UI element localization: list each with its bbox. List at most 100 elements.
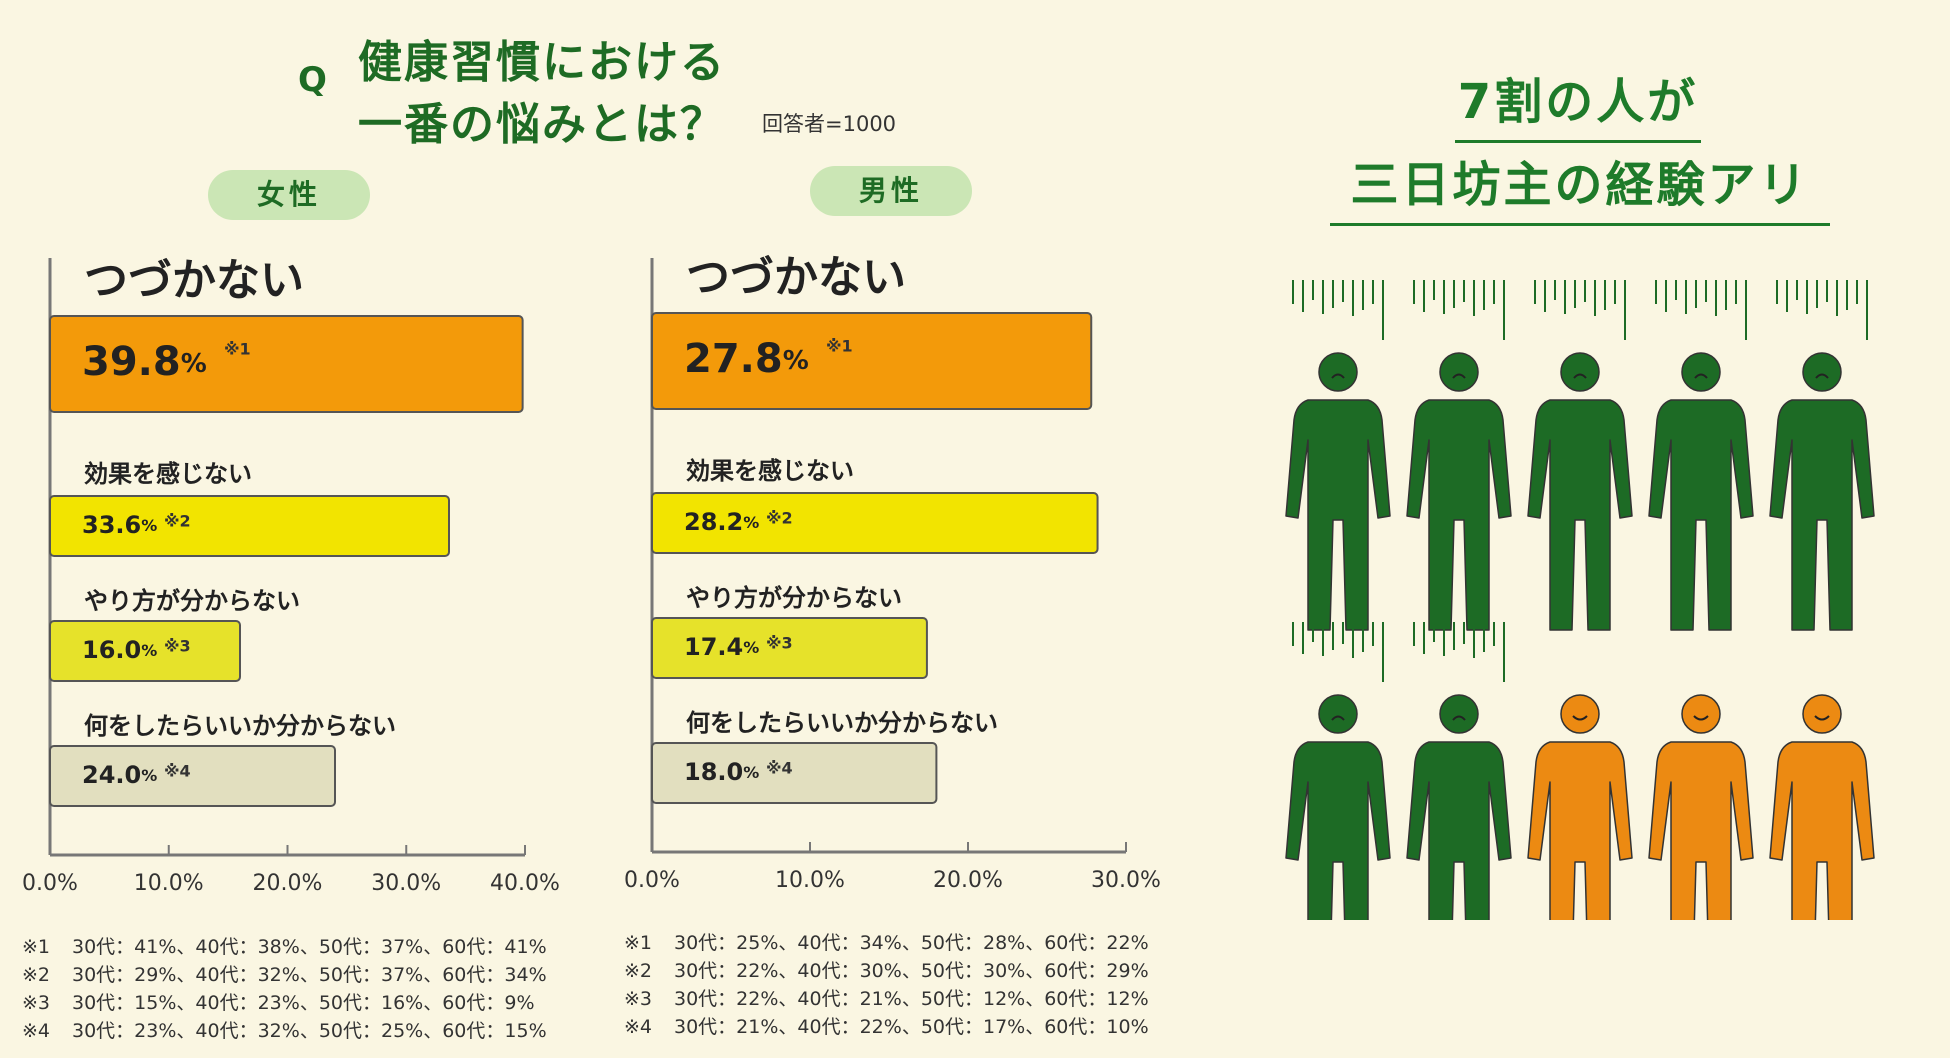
male-bar [651, 617, 928, 679]
person-mouth [1331, 715, 1345, 721]
female-chart-title: 女性 [208, 170, 370, 220]
footnote-mark: ※2 [22, 964, 51, 986]
footnote-text: 30代：15%、40代：23%、50代：16%、60代：9% [72, 992, 535, 1014]
female-bar [49, 495, 450, 557]
person-mouth [1331, 373, 1345, 379]
female-category-label: 効果を感じない [84, 460, 252, 488]
footnote-mark: ※2 [624, 960, 653, 982]
person-head [1802, 352, 1842, 392]
female-category-label: やり方が分からない [84, 587, 300, 615]
person-icon-happy [1648, 694, 1754, 920]
male-value-label: 28.2% [684, 508, 759, 536]
female-tick-label: 0.0% [22, 871, 78, 896]
person-body [1285, 399, 1391, 631]
female-value-label: 16.0% [82, 636, 157, 664]
person-body [1769, 399, 1875, 631]
person-body [1648, 399, 1754, 631]
female-bar-chart: 0.0% 10.0% 20.0% 30.0% 40.0% つづかない 39.8% ※1 効果を感… [22, 255, 560, 896]
footnote: ※2 30代：29%、40代：32%、50代：37%、60代：34% [22, 960, 547, 987]
male-value-label: 18.0% [684, 758, 759, 786]
footnote-text: 30代：41%、40代：38%、50代：37%、60代：41% [72, 936, 547, 958]
male-tick-label: 20.0% [933, 868, 1003, 893]
male-bar [651, 492, 1099, 554]
question-title-line2: 一番の悩みとは？ [358, 99, 726, 150]
footnote-mark: ※1 [22, 936, 51, 958]
male-value-label: 17.4% [684, 633, 759, 661]
male-note-ref: ※4 [766, 759, 793, 778]
person-body [1406, 741, 1512, 920]
person-icon-happy [1769, 694, 1875, 920]
male-note-ref: ※3 [766, 634, 793, 653]
male-category-label: 何をしたらいいか分からない [686, 709, 998, 737]
male-tick-label: 30.0% [1091, 868, 1161, 893]
male-chart-title: 男性 [810, 166, 972, 216]
person-icon-sad [1648, 280, 1754, 631]
male-category-label: つづかない [686, 252, 906, 303]
male-note-ref: ※2 [766, 509, 793, 528]
footnote-text: 30代：25%、40代：34%、50代：28%、60代：22% [674, 932, 1149, 954]
male-bar [651, 742, 938, 804]
footnote-mark: ※3 [624, 988, 653, 1010]
person-head [1560, 352, 1600, 392]
person-head [1802, 694, 1842, 734]
person-icon-sad [1769, 280, 1875, 631]
person-mouth [1572, 715, 1588, 721]
female-value-label: 33.6% [82, 511, 157, 539]
footnote: ※3 30代：15%、40代：23%、50代：16%、60代：9% [22, 988, 535, 1015]
person-mouth [1452, 715, 1466, 721]
person-body [1406, 399, 1512, 631]
footnote: ※1 30代：25%、40代：34%、50代：28%、60代：22% [624, 928, 1149, 955]
person-icon-sad [1285, 280, 1391, 631]
male-value-label: 27.8% [684, 336, 809, 382]
person-head [1318, 694, 1358, 734]
question-title-line1: 健康習慣における [358, 37, 726, 88]
female-note-ref: ※1 [224, 340, 251, 359]
person-mouth [1694, 373, 1708, 379]
footnote-mark: ※3 [22, 992, 51, 1014]
person-mouth [1693, 715, 1709, 721]
female-bar [49, 620, 241, 682]
person-body [1769, 741, 1875, 920]
male-category-label: 効果を感じない [686, 457, 854, 485]
footnote: ※4 30代：23%、40代：32%、50代：25%、60代：15% [22, 1016, 547, 1043]
person-head [1681, 352, 1721, 392]
question-mark: Q [298, 60, 327, 100]
person-icon-happy [1527, 694, 1633, 920]
person-icon-sad [1527, 280, 1633, 631]
female-bar [49, 745, 336, 807]
person-icon-sad [1406, 622, 1512, 920]
female-note-ref: ※2 [164, 512, 191, 531]
person-body [1648, 741, 1754, 920]
female-note-ref: ※4 [164, 762, 191, 781]
footnote-mark: ※4 [624, 1016, 653, 1038]
footnote: ※3 30代：22%、40代：21%、50代：12%、60代：12% [624, 984, 1149, 1011]
person-mouth [1815, 373, 1829, 379]
female-tick-label: 40.0% [490, 871, 560, 896]
female-tick-label: 30.0% [371, 871, 441, 896]
person-head [1560, 694, 1600, 734]
person-icon-sad [1406, 280, 1512, 631]
person-head [1681, 694, 1721, 734]
footnote: ※2 30代：22%、40代：30%、50代：30%、60代：29% [624, 956, 1149, 983]
footnote: ※4 30代：21%、40代：22%、50代：17%、60代：10% [624, 1012, 1149, 1039]
person-body [1527, 741, 1633, 920]
person-body [1527, 399, 1633, 631]
person-mouth [1573, 373, 1587, 379]
headline-line1: 7割の人が [1455, 62, 1701, 143]
footnote-text: 30代：23%、40代：32%、50代：25%、60代：15% [72, 1020, 547, 1042]
female-category-label: つづかない [84, 255, 304, 306]
footnote-text: 30代：29%、40代：32%、50代：37%、60代：34% [72, 964, 547, 986]
pictogram [1285, 280, 1875, 920]
person-body [1285, 741, 1391, 920]
person-mouth [1452, 373, 1466, 379]
headline-line2: 三日坊主の経験アリ [1330, 145, 1830, 226]
female-category-label: 何をしたらいいか分からない [84, 712, 396, 740]
footnote-text: 30代：21%、40代：22%、50代：17%、60代：10% [674, 1016, 1149, 1038]
footnote-text: 30代：22%、40代：30%、50代：30%、60代：29% [674, 960, 1149, 982]
male-tick-label: 0.0% [624, 868, 680, 893]
male-bar-chart: 0.0% 10.0% 20.0% 30.0% つづかない 27.8% ※1 効果を感じない 28… [624, 252, 1161, 893]
female-value-label: 39.8% [82, 339, 207, 385]
male-note-ref: ※1 [826, 337, 853, 356]
person-head [1439, 352, 1479, 392]
